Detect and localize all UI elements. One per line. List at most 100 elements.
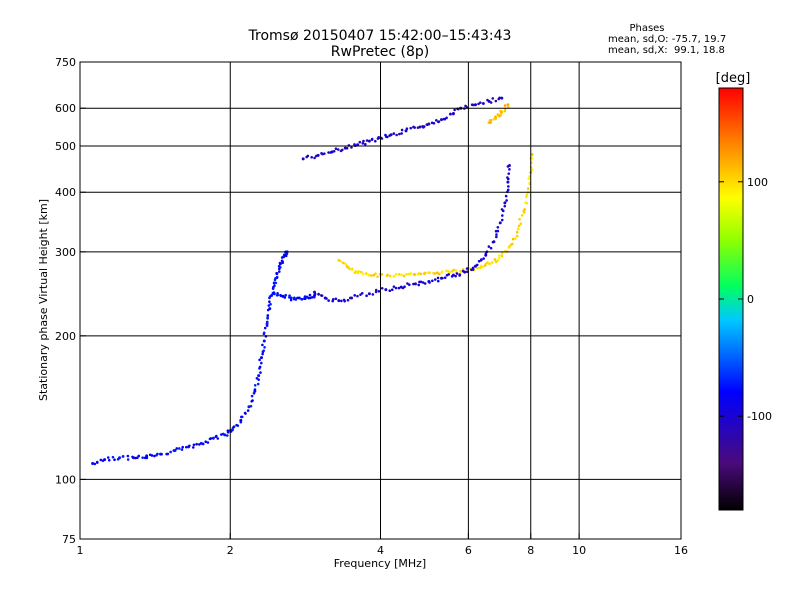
y-tick-label: 750: [55, 56, 76, 69]
echo-point: [145, 456, 149, 460]
echo-point: [494, 115, 498, 119]
echo-point: [506, 180, 510, 184]
echo-point: [268, 307, 272, 311]
echo-dot: [523, 208, 527, 211]
echo-point: [490, 260, 494, 264]
echo-dot: [441, 276, 444, 280]
echo-dot: [320, 294, 324, 297]
echo-point: [259, 356, 263, 360]
echo-dot: [249, 404, 253, 408]
echo-point: [223, 433, 227, 437]
echo-dot: [180, 448, 184, 451]
echo-dot: [166, 452, 170, 456]
echo-dot: [496, 225, 500, 229]
echo-dot: [503, 104, 507, 107]
echo-dot: [258, 358, 261, 362]
echo-dot: [348, 267, 351, 271]
echo-point: [492, 240, 496, 244]
echo-traces: [91, 96, 534, 466]
echo-dot: [436, 276, 440, 280]
echo-dot: [489, 118, 493, 122]
echo-dot: [403, 285, 406, 289]
echo-dot: [371, 293, 375, 296]
echo-point: [132, 456, 136, 460]
echo-dot: [268, 300, 271, 304]
echo-dot: [475, 263, 479, 267]
echo-dot: [240, 415, 244, 419]
colorbar-label: [deg]: [716, 71, 751, 86]
echo-point: [507, 164, 511, 168]
echo-dot: [428, 271, 431, 275]
echo-dot: [479, 259, 483, 262]
echo-dot: [508, 168, 511, 171]
echo-point: [427, 122, 431, 126]
echo-dot: [303, 297, 307, 301]
echo-point: [530, 152, 534, 156]
echo-dot: [492, 117, 496, 121]
echo-dot: [209, 437, 213, 440]
echo-dot: [489, 121, 492, 124]
echo-dot: [276, 292, 279, 295]
echo-dot: [169, 450, 172, 454]
echo-dot: [458, 273, 462, 276]
echo-dot: [269, 302, 272, 306]
echo-dot: [435, 119, 438, 122]
echo-dot: [476, 266, 480, 270]
echo-dot: [394, 286, 398, 290]
trace-series: [91, 454, 149, 466]
echo-dot: [284, 293, 288, 297]
trace-series: [301, 96, 504, 161]
echo-dot: [195, 442, 198, 446]
echo-dot: [204, 440, 208, 444]
echo-point: [257, 374, 261, 378]
echo-dot: [338, 259, 342, 263]
echo-dot: [525, 193, 529, 196]
echo-dot: [406, 282, 409, 285]
echo-dot: [266, 314, 270, 317]
echo-dot: [346, 298, 350, 302]
phases-info-title: Phases: [629, 23, 664, 34]
echo-point: [230, 428, 234, 432]
echo-dot: [484, 252, 488, 256]
echo-dot: [289, 298, 293, 302]
echo-dot: [246, 409, 250, 412]
echo-dot: [419, 280, 423, 284]
echo-dot: [308, 293, 312, 297]
echo-dot: [225, 434, 229, 437]
echo-dot: [454, 269, 458, 272]
echo-dot: [256, 382, 260, 386]
echo-dot: [274, 281, 278, 285]
echo-dot: [216, 437, 220, 440]
echo-dot: [191, 446, 195, 449]
echo-dot: [433, 272, 437, 275]
echo-point: [350, 296, 354, 300]
echo-dot: [262, 349, 266, 352]
echo-dot: [343, 299, 347, 303]
echo-dot: [266, 316, 269, 319]
echo-dot: [137, 454, 141, 458]
echo-dot: [440, 270, 444, 273]
x-tick-label: 2: [227, 544, 234, 557]
echo-point: [440, 118, 444, 122]
echo-dot: [95, 460, 99, 464]
echo-dot: [306, 154, 310, 158]
echo-point: [473, 103, 477, 107]
y-tick-label: 400: [55, 186, 76, 199]
echo-dot: [323, 152, 326, 155]
echo-dot: [235, 423, 238, 427]
echo-dot: [156, 452, 159, 456]
y-tick-label: 600: [55, 102, 76, 115]
echo-dot: [424, 271, 427, 275]
echo-dot: [392, 275, 396, 278]
echo-dot: [503, 109, 507, 113]
echo-dot: [111, 455, 115, 459]
echo-dot: [263, 326, 267, 330]
echo-dot: [178, 447, 181, 450]
echo-dot: [206, 441, 210, 444]
echo-dot: [93, 462, 97, 466]
echo-dot: [515, 230, 519, 234]
echo-point: [409, 272, 413, 276]
echo-dot: [437, 120, 441, 123]
x-tick-label: 16: [674, 544, 688, 557]
echo-point: [289, 296, 293, 300]
